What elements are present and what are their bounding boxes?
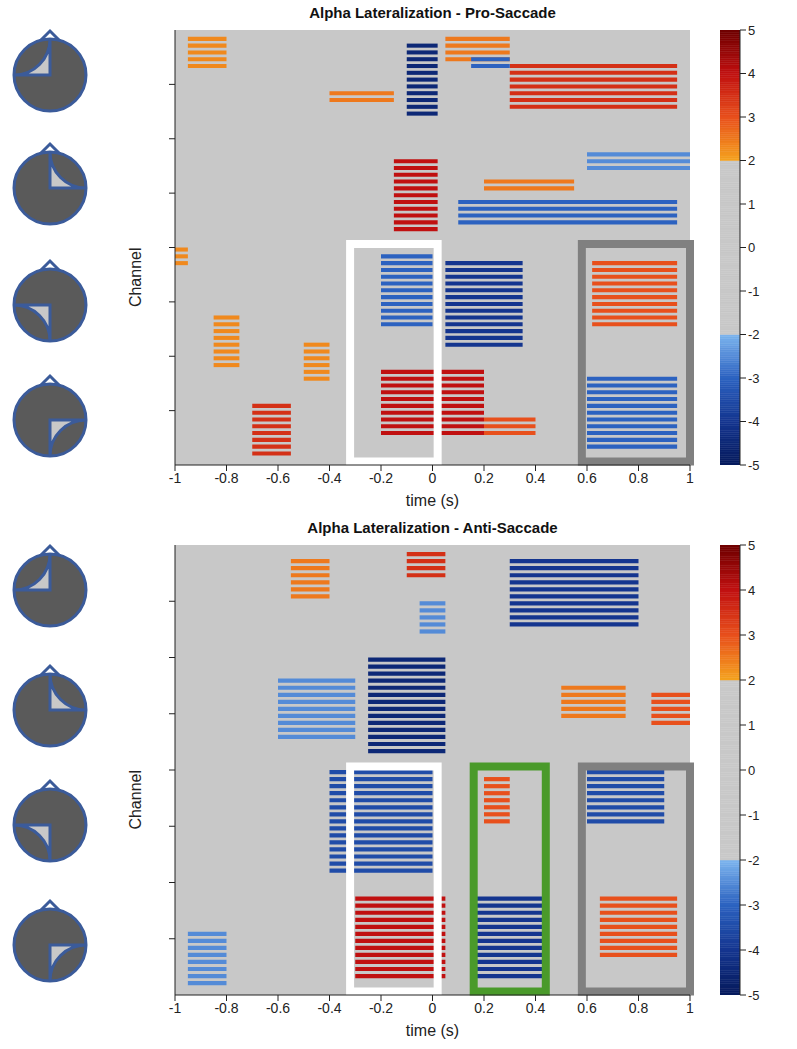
svg-text:0: 0 [748,240,755,255]
svg-text:0: 0 [429,470,437,486]
svg-text:-0.2: -0.2 [369,1000,393,1016]
svg-text:1: 1 [686,470,694,486]
svg-text:-3: -3 [748,898,760,913]
svg-text:1: 1 [748,197,755,212]
svg-text:5: 5 [748,23,755,38]
svg-text:-0.8: -0.8 [214,470,238,486]
svg-text:-1: -1 [748,808,760,823]
svg-text:5: 5 [748,538,755,553]
svg-text:1: 1 [748,718,755,733]
svg-text:3: 3 [748,628,755,643]
svg-text:1: 1 [686,1000,694,1016]
svg-text:-1: -1 [169,470,182,486]
svg-text:0.8: 0.8 [629,470,649,486]
svg-text:0.6: 0.6 [577,1000,597,1016]
svg-text:-0.6: -0.6 [266,470,290,486]
svg-text:2: 2 [748,673,755,688]
svg-text:0.2: 0.2 [474,1000,494,1016]
svg-text:4: 4 [748,66,755,81]
svg-text:-5: -5 [748,458,760,473]
svg-text:-0.4: -0.4 [317,470,341,486]
svg-text:2: 2 [748,153,755,168]
svg-text:-4: -4 [748,414,760,429]
svg-text:0.2: 0.2 [474,470,494,486]
svg-text:time (s): time (s) [406,1022,459,1039]
svg-text:-3: -3 [748,371,760,386]
html-text:Alpha Lateralization - Pro-Sac: Alpha Lateralization - Pro-Saccade [309,4,556,21]
svg-text:4: 4 [748,583,755,598]
svg-text:-1: -1 [748,284,760,299]
svg-text:3: 3 [748,110,755,125]
svg-text:-0.8: -0.8 [214,1000,238,1016]
svg-text:Channel: Channel [127,770,144,830]
svg-text:-2: -2 [748,327,760,342]
svg-text:0.4: 0.4 [526,1000,546,1016]
svg-text:-0.6: -0.6 [266,1000,290,1016]
svg-text:-0.2: -0.2 [369,470,393,486]
svg-text:-1: -1 [169,1000,182,1016]
svg-text:-2: -2 [748,853,760,868]
svg-text:time (s): time (s) [406,492,459,509]
svg-text:0: 0 [429,1000,437,1016]
svg-text:0: 0 [748,763,755,778]
svg-text:-4: -4 [748,943,760,958]
svg-text:-0.4: -0.4 [317,1000,341,1016]
svg-text:0.8: 0.8 [629,1000,649,1016]
svg-text:0.6: 0.6 [577,470,597,486]
svg-text:-5: -5 [748,988,760,1003]
html-text:Alpha Lateralization - Anti-Sa: Alpha Lateralization - Anti-Saccade [307,519,558,536]
svg-text:Channel: Channel [127,248,144,308]
svg-text:0.4: 0.4 [526,470,546,486]
